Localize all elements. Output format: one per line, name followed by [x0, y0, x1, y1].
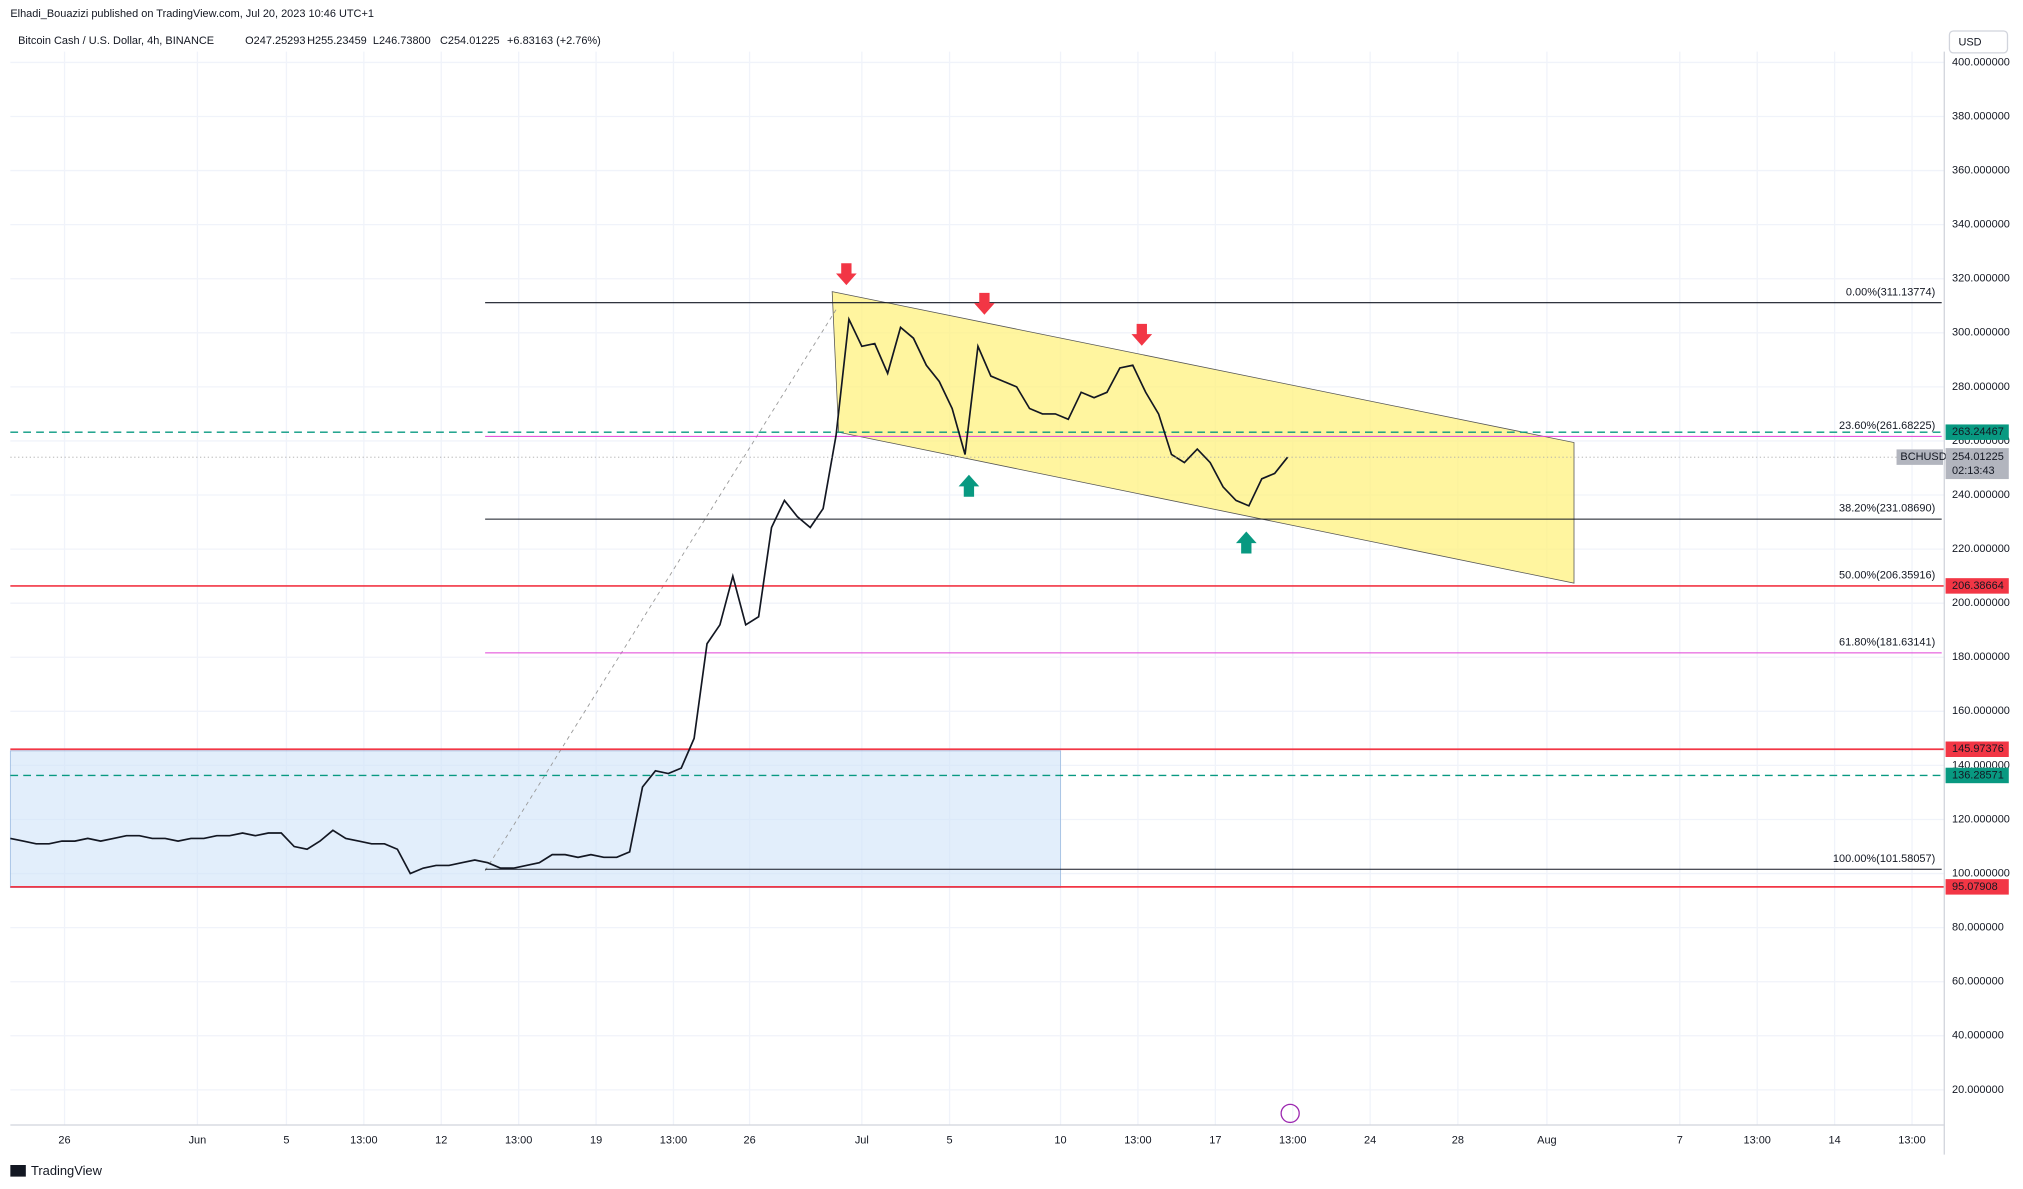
last-price-tag [1945, 448, 2009, 480]
x-tick-label: 14 [1829, 1134, 1841, 1146]
y-tick-label: 80.000000 [1952, 922, 2004, 934]
ohlc-high: H255.23459 [307, 35, 367, 47]
y-tick-label: 160.000000 [1952, 705, 2010, 717]
channel [831, 291, 1575, 584]
level-tag-label: 95.07908 [1952, 881, 1998, 893]
x-tick-label: 17 [1209, 1134, 1221, 1146]
currency: USD [1958, 36, 1981, 48]
x-tick-label: 28 [1452, 1134, 1464, 1146]
down-arrow [836, 263, 857, 286]
x-tick-label: 13:00 [1124, 1134, 1151, 1146]
level-tag-label: 206.38664 [1952, 580, 2004, 592]
logo-mark [10, 1165, 26, 1177]
ohlc-close: C254.01225 [440, 35, 500, 47]
fib-label: 23.60%(261.68225) [1839, 420, 1935, 432]
y-tick-label: 340.000000 [1952, 219, 2010, 231]
y-tick-label: 220.000000 [1952, 543, 2010, 555]
level-tag-label: 136.28571 [1952, 769, 2004, 781]
x-tick-label: 24 [1364, 1134, 1376, 1146]
layer [10, 302, 1945, 888]
symbol: Bitcoin Cash / U.S. Dollar, 4h, BINANCE [18, 35, 214, 47]
fib-trend [484, 309, 837, 872]
level-tag [1945, 741, 2009, 757]
fib-label: 0.00%(311.13774) [1846, 286, 1935, 298]
fib-label: 50.00%(206.35916) [1839, 570, 1935, 582]
y-tick-label: 320.000000 [1952, 273, 2010, 285]
x-tick-label: Jun [189, 1134, 207, 1146]
x-tick-label: 13:00 [1743, 1134, 1770, 1146]
ohlc-open: O247.25293 [245, 35, 305, 47]
level-tag [1945, 424, 2009, 440]
symbol-tag [1896, 449, 1943, 465]
y-tick-label: 20.000000 [1952, 1084, 2004, 1096]
x-tick-label: 26 [58, 1134, 70, 1146]
y-tick-label: 360.000000 [1952, 164, 2010, 176]
level-tag [1945, 879, 2009, 895]
x-tick-label: 12 [435, 1134, 447, 1146]
y-tick-label: 180.000000 [1952, 651, 2010, 663]
x-tick-label: 10 [1054, 1134, 1066, 1146]
x-tick-label: 26 [744, 1134, 756, 1146]
y-tick-label: 120.000000 [1952, 813, 2010, 825]
last-price-label: 254.01225 [1952, 451, 2004, 463]
y-tick-label: 380.000000 [1952, 110, 2010, 122]
y-tick-label: 60.000000 [1952, 976, 2004, 988]
y-tick-label: 240.000000 [1952, 489, 2010, 501]
x-tick-label: 13:00 [660, 1134, 687, 1146]
level-tag [1945, 578, 2009, 594]
up-arrow [958, 474, 980, 497]
y-tick-label: 400.000000 [1952, 56, 2010, 68]
fib-label: 100.00%(101.58057) [1833, 853, 1935, 865]
x-tick-label: 5 [283, 1134, 289, 1146]
countdown: 02:13:43 [1952, 465, 1995, 477]
down-arrow [974, 292, 995, 315]
y-tick-label: 100.000000 [1952, 867, 2010, 879]
fib-label: 38.20%(231.08690) [1839, 503, 1935, 515]
x-tick-label: 5 [947, 1134, 953, 1146]
y-tick-label: 200.000000 [1952, 597, 2010, 609]
range-box [9, 750, 1061, 889]
fib-label: 61.80%(181.63141) [1839, 636, 1935, 648]
x-tick-label: 13:00 [350, 1134, 377, 1146]
x-tick-label: 13:00 [1898, 1134, 1925, 1146]
level-tag-label: 145.97376 [1952, 743, 2004, 755]
x-tick-label: Jul [855, 1134, 869, 1146]
symbol-tag-label: BCHUSD [1900, 451, 1946, 463]
currency-box[interactable] [1948, 30, 2009, 54]
footer-logo: TradingView [31, 1163, 103, 1178]
x-tick-label: 19 [590, 1134, 602, 1146]
x-tick-label: 7 [1677, 1134, 1683, 1146]
y-tick-label: 280.000000 [1952, 381, 2010, 393]
price-line [10, 316, 1289, 875]
x-tick-label: Aug [1537, 1134, 1557, 1146]
y-tick-label: 300.000000 [1952, 327, 2010, 339]
publisher: Elhadi_Bouazizi published on TradingView… [10, 8, 374, 20]
level-tag [1945, 767, 2009, 784]
x-tick-label: 13:00 [1279, 1134, 1306, 1146]
event-icon[interactable] [1280, 1103, 1300, 1124]
level-tag-label: 263.24467 [1952, 426, 2004, 438]
ohlc-change: +6.83163 (+2.76%) [507, 35, 601, 47]
y-tick-label: 40.000000 [1952, 1030, 2004, 1042]
ohlc-low: L246.73800 [373, 35, 431, 47]
x-tick-label: 13:00 [505, 1134, 532, 1146]
